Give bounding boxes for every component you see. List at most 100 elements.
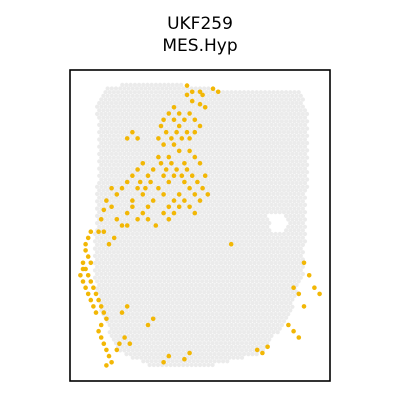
background-spot <box>141 359 146 364</box>
background-spot <box>300 119 305 124</box>
background-spot <box>265 290 270 295</box>
background-spot <box>181 282 186 288</box>
background-spot <box>275 170 280 175</box>
background-spot <box>143 93 148 98</box>
background-spot <box>260 173 266 178</box>
background-spot <box>137 271 142 277</box>
background-spot <box>120 126 125 131</box>
background-spot <box>281 173 287 178</box>
background-spot <box>286 188 291 193</box>
background-spot <box>107 155 112 160</box>
background-spot <box>147 224 152 229</box>
background-spot <box>250 90 255 95</box>
background-spot <box>223 166 228 171</box>
background-spot <box>111 293 116 298</box>
background-spot <box>273 202 278 207</box>
highlighted-spot <box>119 310 125 315</box>
background-spot <box>113 202 119 207</box>
background-spot <box>166 213 171 218</box>
background-spot <box>187 286 192 291</box>
background-spot <box>118 210 123 215</box>
background-spot <box>300 250 305 255</box>
background-spot <box>252 166 257 171</box>
background-spot <box>176 341 182 346</box>
background-spot <box>126 333 131 338</box>
background-spot <box>298 108 303 113</box>
background-spot <box>107 221 112 226</box>
background-spot <box>113 115 119 120</box>
background-spot <box>132 213 137 218</box>
background-spot <box>118 290 123 295</box>
background-spot <box>225 119 230 124</box>
background-spot <box>130 115 135 120</box>
background-spot <box>187 271 192 277</box>
background-spot <box>233 228 238 233</box>
background-spot <box>113 275 119 280</box>
background-spot <box>139 137 144 142</box>
background-spot <box>153 228 158 233</box>
background-spot <box>208 301 213 306</box>
background-spot <box>208 271 213 277</box>
background-spot <box>242 97 247 102</box>
background-spot <box>158 315 163 320</box>
highlighted-spot <box>80 266 86 272</box>
background-spot <box>176 93 182 98</box>
background-spot <box>197 253 203 258</box>
background-spot <box>277 268 282 273</box>
background-spot <box>164 239 169 244</box>
background-spot <box>145 191 150 197</box>
background-spot <box>134 202 140 207</box>
background-spot <box>109 282 114 288</box>
background-spot <box>294 101 299 106</box>
background-spot <box>101 202 106 207</box>
background-spot <box>139 297 144 302</box>
background-spot <box>143 275 148 280</box>
background-spot <box>246 199 251 204</box>
background-spot <box>183 235 188 240</box>
background-spot <box>155 268 161 273</box>
background-spot <box>284 170 289 175</box>
background-spot <box>193 282 198 288</box>
background-spot <box>124 184 129 189</box>
background-spot <box>189 122 194 127</box>
background-spot <box>111 257 116 262</box>
background-spot <box>168 312 173 317</box>
background-spot <box>181 108 186 113</box>
background-spot <box>254 257 259 262</box>
background-spot <box>260 239 266 244</box>
background-spot <box>195 257 200 262</box>
background-spot <box>126 195 131 200</box>
background-spot <box>244 144 249 149</box>
background-spot <box>248 93 253 98</box>
background-spot <box>221 221 226 226</box>
background-spot <box>158 170 163 175</box>
background-spot <box>265 101 270 106</box>
background-spot <box>250 184 255 189</box>
background-spot <box>210 231 215 237</box>
background-spot <box>170 271 175 277</box>
background-spot <box>223 115 228 120</box>
background-spot <box>260 341 266 346</box>
background-spot <box>124 82 129 87</box>
background-spot <box>244 181 249 186</box>
background-spot <box>235 326 240 331</box>
background-spot <box>221 126 226 131</box>
background-spot <box>279 162 284 167</box>
background-spot <box>275 97 280 102</box>
background-spot <box>105 261 110 266</box>
background-spot <box>202 159 207 164</box>
background-spot <box>263 104 268 109</box>
background-spot <box>149 141 154 146</box>
background-spot <box>202 151 207 157</box>
background-spot <box>132 344 137 349</box>
background-spot <box>246 352 251 357</box>
highlighted-spot <box>80 279 86 284</box>
background-spot <box>130 188 135 193</box>
background-spot <box>279 184 284 189</box>
background-spot <box>237 235 242 240</box>
background-spot <box>95 235 100 240</box>
background-spot <box>191 242 196 247</box>
background-spot <box>193 253 198 258</box>
background-spot <box>126 122 131 127</box>
background-spot <box>248 312 253 317</box>
